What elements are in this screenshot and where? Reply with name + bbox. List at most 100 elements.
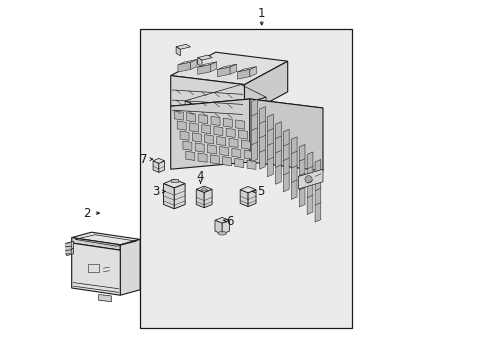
Polygon shape	[192, 133, 201, 142]
Bar	[88, 264, 99, 272]
Text: 1: 1	[258, 7, 265, 20]
Polygon shape	[120, 239, 140, 295]
Polygon shape	[197, 55, 212, 60]
Polygon shape	[197, 65, 210, 75]
Polygon shape	[283, 129, 288, 192]
Polygon shape	[177, 121, 186, 130]
Polygon shape	[180, 131, 189, 140]
Polygon shape	[235, 120, 244, 129]
Polygon shape	[241, 140, 250, 149]
Polygon shape	[200, 188, 207, 191]
Polygon shape	[249, 99, 322, 171]
Polygon shape	[314, 159, 320, 222]
Polygon shape	[275, 122, 281, 184]
Polygon shape	[72, 232, 140, 245]
Polygon shape	[201, 125, 210, 134]
Polygon shape	[189, 123, 198, 132]
Polygon shape	[247, 190, 256, 207]
Polygon shape	[215, 217, 229, 223]
Polygon shape	[170, 179, 178, 182]
Polygon shape	[196, 186, 212, 193]
Polygon shape	[249, 67, 256, 77]
Polygon shape	[170, 76, 244, 115]
Text: 5: 5	[257, 185, 264, 198]
Polygon shape	[237, 67, 256, 72]
Polygon shape	[170, 52, 287, 85]
Polygon shape	[64, 250, 72, 254]
Polygon shape	[238, 130, 247, 139]
Polygon shape	[251, 99, 257, 162]
Polygon shape	[190, 59, 197, 69]
Polygon shape	[159, 161, 164, 172]
Polygon shape	[66, 248, 73, 256]
Polygon shape	[211, 116, 220, 126]
Polygon shape	[223, 118, 232, 127]
Polygon shape	[163, 184, 174, 209]
Polygon shape	[170, 99, 322, 115]
Text: 3: 3	[152, 185, 160, 198]
Polygon shape	[207, 145, 216, 154]
Polygon shape	[153, 158, 164, 163]
Polygon shape	[178, 62, 190, 72]
Text: 6: 6	[226, 215, 233, 228]
Polygon shape	[246, 160, 256, 170]
Polygon shape	[153, 161, 159, 172]
Polygon shape	[222, 157, 231, 166]
Polygon shape	[64, 243, 72, 247]
Polygon shape	[267, 114, 273, 177]
Polygon shape	[174, 184, 185, 209]
Polygon shape	[217, 67, 230, 77]
Polygon shape	[222, 220, 229, 234]
Polygon shape	[197, 58, 202, 67]
Polygon shape	[186, 113, 195, 122]
Polygon shape	[204, 189, 212, 208]
Polygon shape	[213, 126, 223, 136]
Polygon shape	[234, 158, 244, 168]
Polygon shape	[240, 190, 247, 207]
Polygon shape	[298, 169, 322, 189]
Polygon shape	[219, 147, 228, 156]
Polygon shape	[178, 59, 197, 65]
Polygon shape	[230, 64, 236, 74]
Polygon shape	[185, 151, 194, 161]
Polygon shape	[291, 137, 296, 199]
Polygon shape	[259, 107, 265, 169]
Polygon shape	[204, 135, 213, 144]
Polygon shape	[72, 238, 120, 250]
Polygon shape	[170, 99, 249, 169]
Polygon shape	[176, 44, 190, 49]
Polygon shape	[244, 61, 287, 115]
Polygon shape	[99, 294, 111, 302]
Polygon shape	[176, 47, 180, 56]
Polygon shape	[199, 114, 207, 124]
Polygon shape	[299, 144, 305, 207]
Polygon shape	[174, 111, 183, 120]
Polygon shape	[217, 64, 236, 69]
Ellipse shape	[218, 231, 226, 235]
Bar	[140, 29, 352, 328]
Polygon shape	[240, 186, 256, 193]
Polygon shape	[216, 136, 225, 146]
Polygon shape	[306, 152, 312, 215]
Polygon shape	[195, 143, 204, 152]
Polygon shape	[198, 153, 206, 162]
Polygon shape	[210, 62, 216, 72]
Polygon shape	[215, 220, 222, 234]
Polygon shape	[244, 150, 253, 159]
Polygon shape	[163, 179, 185, 188]
Polygon shape	[197, 62, 216, 67]
Polygon shape	[183, 141, 192, 150]
Polygon shape	[228, 138, 238, 148]
Polygon shape	[237, 69, 249, 79]
Polygon shape	[196, 189, 204, 208]
Circle shape	[305, 176, 311, 183]
Polygon shape	[225, 128, 235, 138]
Text: 4: 4	[197, 170, 204, 183]
Polygon shape	[231, 148, 241, 158]
Polygon shape	[210, 155, 219, 164]
Polygon shape	[72, 243, 120, 295]
Text: 7: 7	[140, 153, 147, 166]
Polygon shape	[64, 246, 72, 251]
Polygon shape	[66, 241, 73, 250]
Text: 2: 2	[83, 207, 90, 220]
